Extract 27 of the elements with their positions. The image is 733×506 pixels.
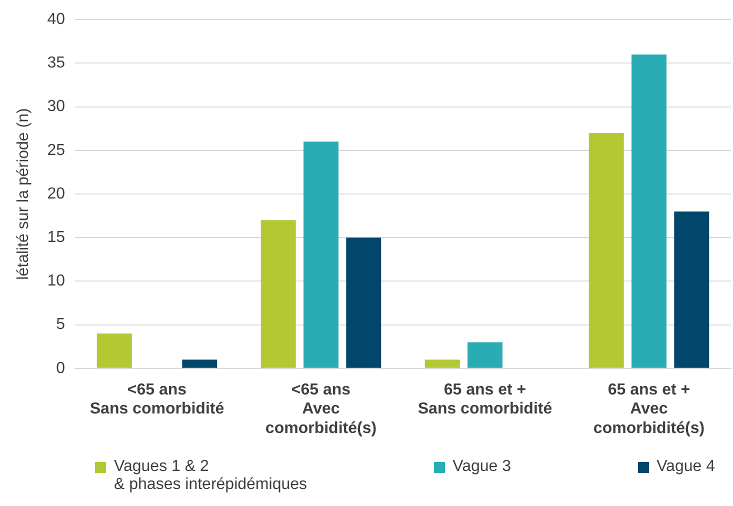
- y-tick-label: 25: [47, 142, 66, 159]
- y-tick-label: 20: [47, 185, 66, 202]
- y-tick-label: 10: [47, 272, 66, 290]
- bar: [468, 342, 502, 368]
- bar: [182, 360, 218, 368]
- y-tick-label: 35: [47, 54, 66, 72]
- x-tick-label: <65 ans Avec comorbidité(s): [265, 381, 377, 437]
- x-tick-label: 65 ans et + Sans comorbidité: [418, 381, 552, 418]
- bar: [346, 238, 382, 368]
- legend-label: Vague 3: [452, 458, 511, 476]
- x-tick-label: 65 ans et + Avec comorbidité(s): [593, 381, 705, 437]
- bar: [304, 142, 338, 368]
- legend-label: Vague 4: [656, 458, 715, 476]
- y-tick-label: 0: [56, 360, 66, 377]
- bar: [674, 211, 710, 368]
- y-axis-title: létalité sur la période (n): [15, 108, 32, 280]
- bar: [588, 132, 624, 368]
- y-tick-label: 15: [47, 229, 66, 246]
- bar: [96, 334, 132, 368]
- x-tick-label: <65 ans Sans comorbidité: [90, 381, 224, 418]
- y-tick-label: 5: [56, 316, 66, 334]
- bar: [260, 220, 296, 368]
- y-tick-label: 40: [47, 11, 66, 28]
- bar: [424, 360, 460, 368]
- legend-label: Vagues 1 & 2 & phases interépidémiques: [114, 458, 308, 494]
- bar: [632, 54, 666, 368]
- y-tick-label: 30: [47, 98, 66, 116]
